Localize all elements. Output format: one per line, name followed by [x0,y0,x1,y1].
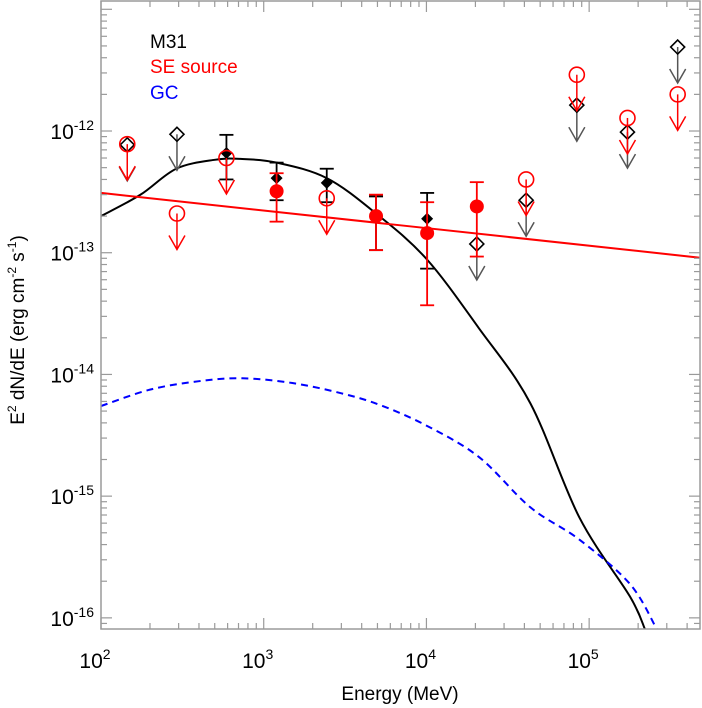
axes: 102 103 104 105 10-12 10-13 10-14 10-15 10-16 [50,0,701,673]
filled-circle-marker [269,184,284,199]
arrow-down-icon [318,219,336,236]
y-axis-label: E2 dN/dE (erg cm-2 s-1) [5,235,29,425]
y-tick-label: 10-14 [50,360,94,387]
filled-circle-marker [469,199,484,214]
open-circle-marker [118,135,136,153]
open-diamond-marker [669,38,686,56]
se-source-upper-limit [669,86,687,132]
arrow-down-icon [517,221,535,238]
open-circle-marker [619,109,636,127]
arrow-down-icon [618,153,637,170]
open-circle-marker [318,189,336,207]
open-diamond-marker [168,126,186,143]
y-tick-label: 10-15 [50,482,94,509]
model-curve-se-source [100,191,701,259]
se-source-upper-limit [618,109,637,156]
open-circle-marker [218,149,235,167]
x-tick-label: 104 [405,646,436,673]
arrow-down-icon [568,96,586,113]
filled-diamond-marker [320,176,333,189]
se-source-upper-limit [318,189,336,236]
arrow-down-icon [618,139,637,156]
m31-detection [319,167,334,204]
arrow-down-icon [168,235,186,252]
filled-circle-marker [420,226,435,241]
arrow-down-icon [669,116,687,132]
se-source-upper-limit [118,135,136,182]
m31-upper-limit [168,126,186,172]
legend-entry-m31: M31 [150,32,187,53]
arrow-down-icon [568,126,586,143]
legend-entry-se-source: SE source [150,57,238,78]
y-tick-label: 10-12 [50,117,94,144]
open-circle-marker [669,86,686,103]
x-tick-label: 102 [79,646,110,673]
plot-frame [100,0,701,630]
arrow-down-icon [468,265,486,282]
arrow-down-icon [669,68,687,85]
open-circle-marker [168,205,186,222]
model-curves [100,157,701,630]
legend: M31 SE source GC [150,32,238,104]
open-circle-marker [517,171,535,188]
x-tick-label: 105 [568,646,599,673]
se-source-upper-limit [517,171,535,217]
arrow-down-icon [118,165,136,182]
model-curve-gc [100,377,658,630]
y-tick-label: 10-16 [50,604,94,631]
se-source-detection [469,181,484,258]
arrow-down-icon [217,179,236,196]
legend-entry-gc: GC [150,83,179,104]
data-points [118,38,687,307]
open-circle-marker [568,66,586,84]
se-source-upper-limit [217,149,236,196]
se-source-detection [420,201,435,307]
m31-upper-limit [669,38,687,85]
se-source-upper-limit [568,66,586,113]
filled-circle-marker [369,209,384,224]
y-tick-label: 10-13 [50,239,94,266]
x-tick-label: 103 [242,646,273,673]
arrow-down-icon [168,155,186,172]
se-source-upper-limit [168,205,186,252]
se-source-detection [369,193,384,252]
filled-diamond-marker [220,146,233,159]
arrow-down-icon [517,201,535,217]
model-curve-m31 [100,157,646,630]
x-axis-label: Energy (MeV) [341,684,458,705]
se-source-detection [269,172,284,223]
